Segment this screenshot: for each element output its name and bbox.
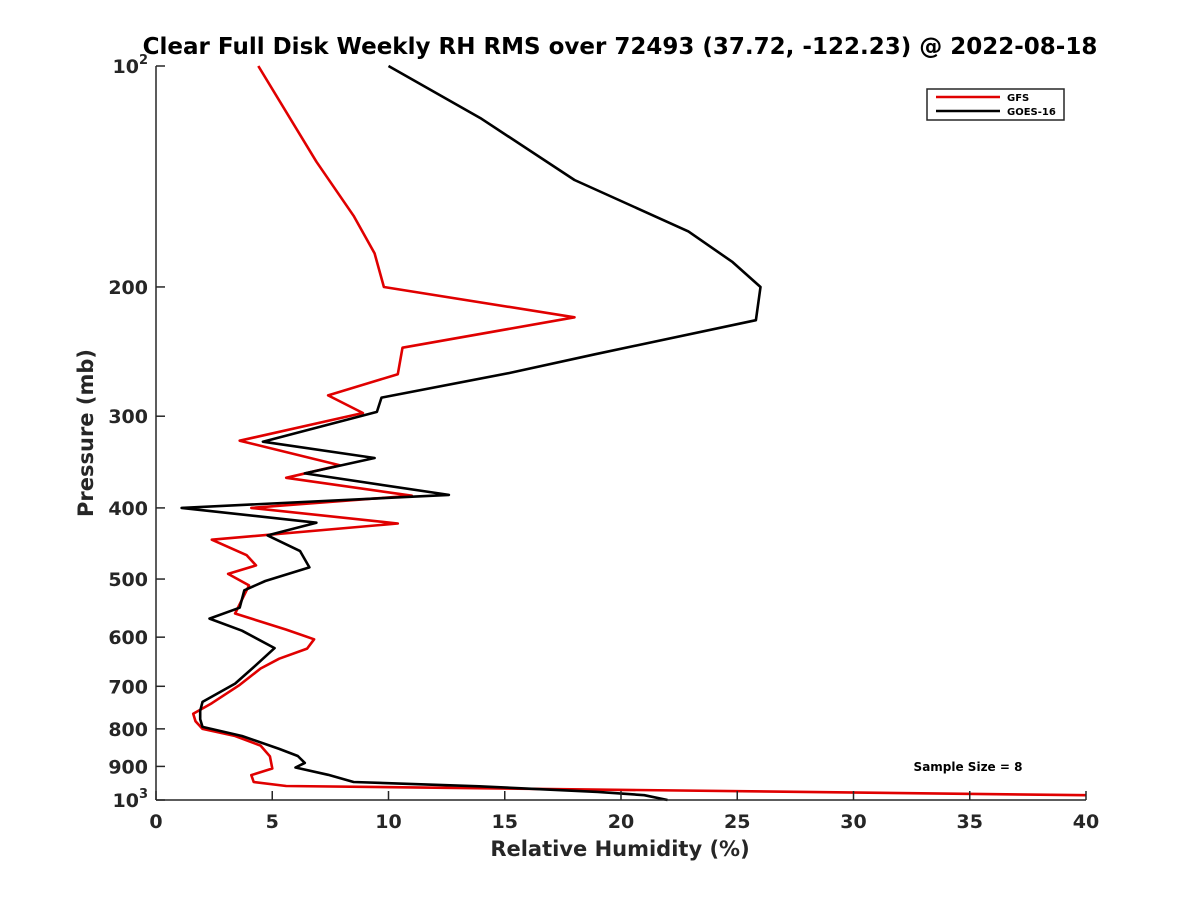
y-tick-label: 900 <box>108 756 148 778</box>
x-tick-label: 40 <box>1073 811 1099 833</box>
x-tick-label: 5 <box>266 811 279 833</box>
axes: 0 5 10 15 20 25 30 35 40 102 200 300 400 500 600 700 800… <box>108 53 1099 833</box>
legend-box <box>926 88 1065 121</box>
legend: GFS GOES-16 <box>926 88 1065 121</box>
y-tick-label: 700 <box>108 676 148 698</box>
x-tick-label: 35 <box>957 811 983 833</box>
y-tick-label: 600 <box>108 627 148 649</box>
series-layer <box>180 64 1087 802</box>
y-tick-label: 800 <box>108 719 148 741</box>
y-tick-label: 300 <box>108 406 148 428</box>
y-axis-label: Pressure (mb) <box>74 349 98 517</box>
x-tick-label: 0 <box>149 811 162 833</box>
y-tick-label: 103 <box>113 787 149 812</box>
x-tick-label: 30 <box>840 811 866 833</box>
y-tick-label: 400 <box>108 498 148 520</box>
x-tick-label: 25 <box>724 811 750 833</box>
x-axis-label: Relative Humidity (%) <box>490 837 749 861</box>
x-tick-label: 10 <box>375 811 401 833</box>
legend-label-goes-16: GOES-16 <box>1007 107 1056 118</box>
x-tick-label: 15 <box>492 811 518 833</box>
series-line-goes-16 <box>180 64 762 802</box>
y-tick-label: 500 <box>108 569 148 591</box>
series-line-gfs <box>191 65 1087 797</box>
y-tick-label: 102 <box>113 53 149 78</box>
y-tick-label: 200 <box>108 277 148 299</box>
chart-title: Clear Full Disk Weekly RH RMS over 72493… <box>143 34 1098 60</box>
sample-size-annotation: Sample Size = 8 <box>914 760 1023 774</box>
legend-label-gfs: GFS <box>1007 93 1029 104</box>
x-tick-label: 20 <box>608 811 634 833</box>
